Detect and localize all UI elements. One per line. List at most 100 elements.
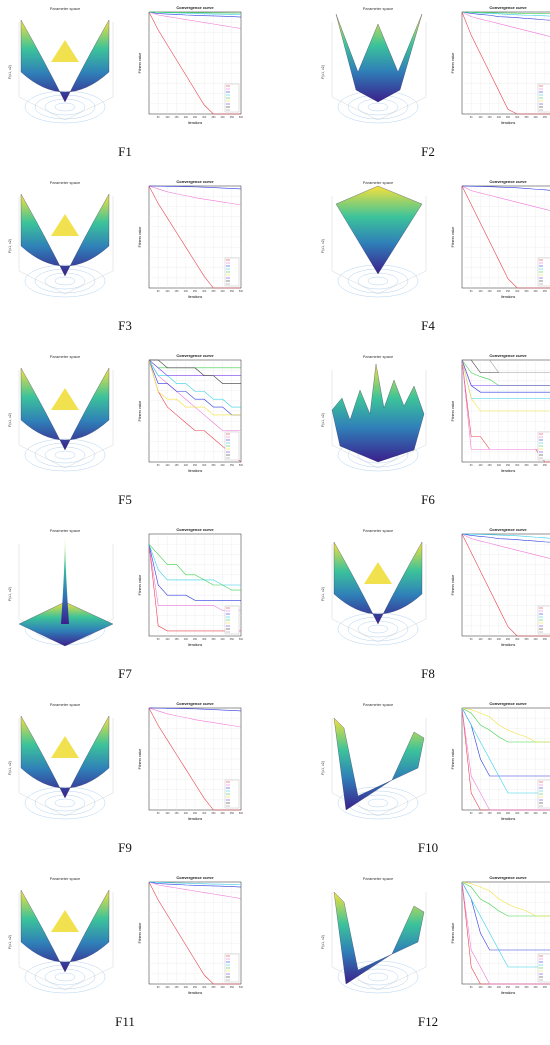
series-line: [461, 707, 550, 743]
x-tick-label: 150: [175, 638, 180, 641]
x-tick-label: 300: [202, 638, 207, 641]
convergence-chart: Convergence curve Iterations Fitness value…: [451, 353, 550, 473]
x-tick-label: 100: [478, 986, 483, 989]
convergence-chart-wrap: Convergence curve Iterations Fitness value…: [446, 176, 550, 306]
x-axis-label: Iterations: [501, 469, 516, 473]
chart-title: Convergence curve: [176, 701, 214, 706]
surface-title: Parameter space: [363, 354, 394, 359]
series-line: [148, 707, 241, 811]
x-axis-label: Iterations: [188, 295, 203, 299]
panel-label: F12: [417, 1014, 439, 1029]
x-tick-label: 300: [515, 812, 520, 815]
x-tick-label: 100: [478, 464, 483, 467]
x-tick-label: 150: [488, 464, 493, 467]
series-line: [461, 707, 550, 777]
x-axis-label: Iterations: [188, 991, 203, 995]
x-tick-label: 250: [506, 116, 511, 119]
y-axis-label: Fitness value: [138, 227, 142, 248]
x-tick-label: 500: [239, 812, 244, 815]
x-tick-label: 300: [515, 464, 520, 467]
x-tick-label: 150: [488, 986, 493, 989]
figure-panel: Parameter space F(x1, x2) Convergence curv…: [318, 524, 550, 697]
x-tick-label: 200: [184, 464, 189, 467]
x-tick-label: 250: [193, 464, 198, 467]
legend: [537, 257, 550, 287]
x-tick-label: 400: [221, 638, 226, 641]
series-line: [148, 11, 242, 16]
legend: [537, 605, 550, 635]
x-axis-label: Iterations: [188, 817, 203, 821]
x-tick-label: 200: [184, 986, 189, 989]
chart-title: Convergence curve: [489, 527, 527, 532]
series-line: [148, 543, 241, 591]
surface-title: Parameter space: [363, 702, 394, 707]
surface-plot: Parameter space F(x1, x2): [321, 876, 427, 994]
x-tick-label: 350: [211, 116, 216, 119]
chart-title: Convergence curve: [176, 353, 214, 358]
x-tick-label: 350: [211, 812, 216, 815]
legend: [537, 779, 550, 809]
x-axis-label: Iterations: [501, 817, 516, 821]
figure-panel: Parameter space F(x1, x2) Convergence curv…: [318, 176, 550, 349]
x-tick-label: 250: [193, 638, 198, 641]
x-tick-label: 100: [478, 116, 483, 119]
convergence-chart-wrap: Convergence curve Iterations Fitness value…: [446, 872, 550, 1002]
series-line: [461, 707, 550, 811]
series-line: [461, 533, 550, 539]
surface-peak: [51, 214, 79, 236]
x-tick-label: 500: [239, 986, 244, 989]
convergence-chart: Convergence curve Iterations Fitness value…: [138, 353, 244, 473]
surface-zlabel: F(x1, x2): [321, 413, 325, 427]
convergence-chart-wrap: Convergence curve Iterations Fitness value…: [133, 2, 245, 132]
x-tick-label: 400: [221, 116, 226, 119]
x-tick-label: 350: [524, 986, 529, 989]
surface-plot-wrap: Parameter space F(x1, x2): [318, 524, 438, 654]
y-axis-label: Fitness value: [138, 749, 142, 770]
x-tick-label: 200: [497, 812, 502, 815]
x-tick-label: 450: [543, 986, 548, 989]
surface-plot: Parameter space F(x1, x2): [321, 528, 427, 646]
series-line: [461, 185, 550, 191]
series-line: [148, 11, 242, 29]
convergence-chart: Convergence curve Iterations Fitness value…: [138, 5, 244, 125]
surface-zlabel: F(x1, x2): [8, 65, 12, 79]
x-tick-label: 200: [184, 116, 189, 119]
series-line: [461, 359, 550, 386]
x-tick-label: 150: [175, 116, 180, 119]
series-line: [148, 359, 241, 376]
surface-zlabel: F(x1, x2): [321, 935, 325, 949]
x-tick-label: 450: [230, 290, 235, 293]
x-tick-label: 350: [211, 638, 216, 641]
legend: [537, 953, 550, 983]
chart-title: Convergence curve: [489, 179, 527, 184]
chart-title: Convergence curve: [176, 5, 214, 10]
panel-label: F3: [118, 318, 132, 333]
figure-panel: Parameter space F(x1, x2) Convergence curv…: [5, 698, 280, 871]
surface-zlabel: F(x1, x2): [8, 761, 12, 775]
x-tick-label: 300: [515, 638, 520, 641]
convergence-chart: Convergence curve Iterations Fitness value…: [138, 179, 244, 299]
legend: [537, 83, 550, 113]
x-tick-label: 200: [497, 290, 502, 293]
convergence-chart-wrap: Convergence curve Iterations Fitness value…: [446, 2, 550, 132]
series-line: [148, 881, 242, 888]
x-tick-label: 50: [157, 290, 160, 293]
surface-title: Parameter space: [363, 876, 394, 881]
x-tick-label: 250: [506, 290, 511, 293]
x-tick-label: 450: [543, 638, 548, 641]
x-tick-label: 450: [230, 464, 235, 467]
x-tick-label: 350: [524, 116, 529, 119]
series-line: [461, 359, 550, 393]
x-tick-label: 100: [165, 812, 170, 815]
surface-plot-wrap: Parameter space F(x1, x2): [5, 350, 125, 480]
surface-mesh: [20, 193, 110, 277]
x-tick-label: 200: [184, 812, 189, 815]
surface-mesh: [333, 541, 423, 625]
series-line: [461, 881, 550, 951]
figure-panel: Parameter space F(x1, x2) Convergence curv…: [5, 2, 280, 175]
series-line: [461, 11, 550, 37]
surface-mesh: [331, 363, 425, 463]
x-axis-label: Iterations: [501, 643, 516, 647]
x-tick-label: 400: [534, 812, 539, 815]
series-line: [148, 881, 242, 886]
